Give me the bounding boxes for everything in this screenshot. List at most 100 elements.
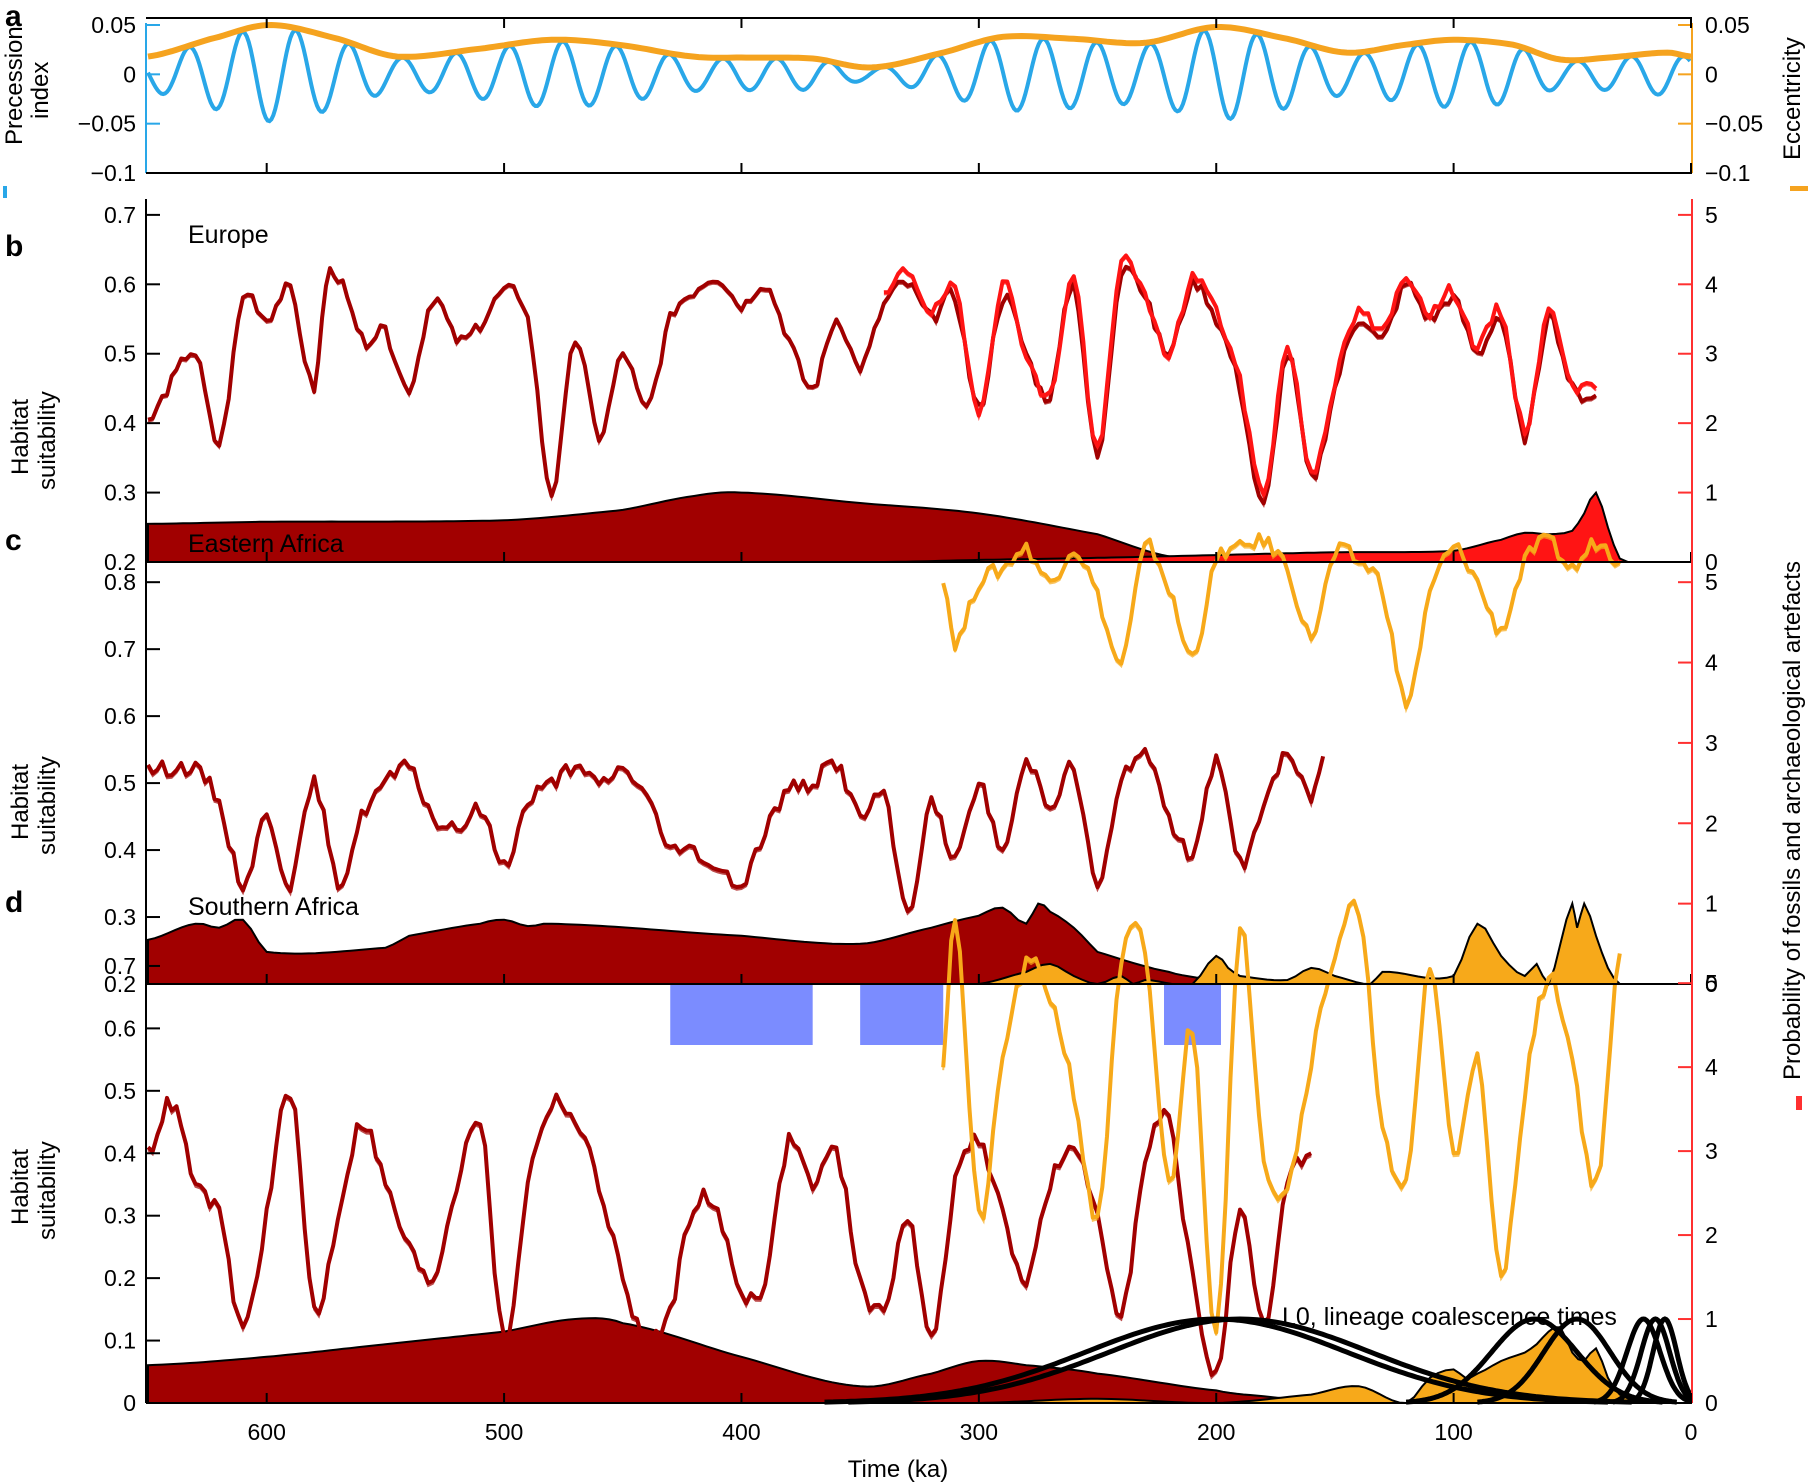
left-tick-label-b-0: 0.7: [104, 202, 136, 228]
region-label-southern-africa: Southern Africa: [188, 893, 359, 921]
precession-legend-swatch: [3, 186, 7, 198]
left-tick-label-d-5: 0.2: [104, 1265, 136, 1291]
right-tick-label-b-1: 4: [1705, 271, 1718, 297]
left-tick-label-d-3: 0.4: [104, 1140, 136, 1166]
precession-axis-title-line1: Precession: [1, 26, 28, 145]
habitat-axis-title-b: Habitat suitability: [7, 391, 61, 490]
left-tick-label-b-4: 0.3: [104, 480, 136, 506]
left-tick-label-c-5: 0.3: [104, 904, 136, 930]
left-tick-label-c-4: 0.4: [104, 837, 136, 863]
precession-axis-title-line2: index: [27, 62, 54, 119]
annotation-l0: L0, lineage coalescence times: [1282, 1303, 1617, 1331]
habitat-axis-title-b-line1: Habitat: [7, 399, 34, 475]
right-tick-label-d-3: 2: [1705, 1222, 1718, 1248]
left-tick-label-b-2: 0.5: [104, 341, 136, 367]
x-tick-label-0: 600: [248, 1419, 286, 1445]
right-tick-label-c-0: 5: [1705, 569, 1718, 595]
blue-bar-1: [860, 985, 944, 1045]
right-tick-label-c-3: 2: [1705, 810, 1718, 836]
right-tick-label-b-0: 5: [1705, 202, 1718, 228]
left-tick-label-a-2: −0.05: [78, 111, 136, 137]
panel-letter-a: a: [5, 0, 22, 33]
eccentricity-line: [147, 21, 1692, 71]
line-b-red_line-trace: [883, 256, 1597, 501]
x-tick-label-2: 400: [722, 1419, 760, 1445]
area-b-dark_red_area: [147, 491, 1454, 563]
right-tick-label-c-1: 4: [1705, 650, 1718, 676]
precession-line: [146, 28, 1692, 124]
region-label-europe: Europe: [188, 221, 269, 249]
line-c-dark_red_line-trace: [147, 749, 1325, 916]
line-d-dark_red_line-trace: [147, 1094, 1312, 1380]
x-axis-title: Time (ka): [848, 1456, 948, 1483]
area-d-orange_area: [978, 1326, 1691, 1405]
panel-letter-b: b: [5, 230, 23, 263]
habitat-axis-title-d-line2: suitability: [34, 1141, 61, 1240]
line-c-orange_line-trace: [942, 534, 1621, 714]
left-tick-label-c-2: 0.6: [104, 703, 136, 729]
axes-layer: 0.05 0 −0.05 −0.1 0.05 0 −0.05 −0.1 0.7 0.6 0.5 0.4…: [78, 12, 1763, 1445]
left-tick-label-a-1: 0: [123, 61, 136, 87]
x-tick-label-6: 0: [1685, 1419, 1698, 1445]
habitat-axis-title-c-line1: Habitat: [7, 764, 34, 840]
panel-letter-c: c: [5, 524, 22, 557]
line-c-dark_red_line: [146, 747, 1326, 914]
left-tick-label-b-1: 0.6: [104, 271, 136, 297]
line-b-dark_red_line-trace: [147, 267, 1597, 508]
lines-layer: [146, 21, 1694, 1405]
right-tick-label-c-5: 0: [1705, 971, 1718, 997]
areas-layer: [147, 490, 1691, 1405]
right-tick-label-b-5: 0: [1705, 549, 1718, 575]
habitat-axis-title-d-line1: Habitat: [7, 1149, 34, 1225]
x-tick-label-4: 200: [1197, 1419, 1235, 1445]
left-tick-label-d-6: 0.1: [104, 1328, 136, 1354]
area-d-dark_red_area: [147, 1317, 1335, 1404]
right-tick-label-a-0: 0.05: [1705, 12, 1750, 38]
left-tick-label-c-6: 0.2: [104, 971, 136, 997]
left-tick-label-d-1: 0.6: [104, 1015, 136, 1041]
coalescence-curve-1: [848, 1316, 1632, 1405]
left-tick-label-b-5: 0.2: [104, 549, 136, 575]
blue-bar-0: [670, 985, 813, 1045]
right-tick-label-d-0: 5: [1705, 970, 1718, 996]
right-tick-label-b-3: 2: [1705, 410, 1718, 436]
left-tick-label-c-3: 0.5: [104, 770, 136, 796]
right-tick-label-a-3: −0.1: [1705, 160, 1750, 186]
right-tick-label-d-4: 1: [1705, 1306, 1718, 1332]
eccentricity-axis-title-text: Eccentricity: [1779, 37, 1806, 160]
x-tick-label-5: 100: [1434, 1419, 1472, 1445]
right-tick-label-d-5: 0: [1705, 1390, 1718, 1416]
right-tick-label-c-4: 1: [1705, 891, 1718, 917]
left-tick-label-d-0: 0.7: [104, 953, 136, 979]
coalescence-curve-6: [1628, 1316, 1694, 1405]
probability-axis-title: Probability of fossils and archaeologica…: [1779, 561, 1806, 1080]
habitat-axis-title-b-line2: suitability: [34, 391, 61, 490]
area-c-dark_red_area: [147, 902, 1240, 985]
right-tick-label-a-2: −0.05: [1705, 111, 1763, 137]
right-tick-label-b-2: 3: [1705, 341, 1718, 367]
precession-axis-title: Precession index: [1, 26, 54, 145]
right-tick-label-a-1: 0: [1705, 61, 1718, 87]
coalescence-curve-5: [1612, 1316, 1693, 1405]
blue-bars-layer: [670, 985, 1221, 1045]
coalescence-curve-2: [1405, 1316, 1663, 1405]
left-tick-label-c-1: 0.7: [104, 636, 136, 662]
panel-letter-d: d: [5, 886, 23, 919]
x-tick-label-3: 300: [960, 1419, 998, 1445]
probability-axis-title-text: Probability of fossils and archaeologica…: [1779, 561, 1806, 1080]
x-tick-label-1: 500: [485, 1419, 523, 1445]
area-b-red_area: [883, 490, 1691, 563]
habitat-axis-title-c: Habitat suitability: [7, 756, 61, 855]
line-d-orange_line-trace: [942, 901, 1621, 1336]
left-tick-label-d-7: 0: [123, 1390, 136, 1416]
left-tick-label-a-0: 0.05: [91, 12, 136, 38]
left-tick-label-d-4: 0.3: [104, 1203, 136, 1229]
right-tick-label-b-4: 1: [1705, 480, 1718, 506]
left-tick-label-d-2: 0.5: [104, 1078, 136, 1104]
right-tick-label-d-1: 4: [1705, 1054, 1718, 1080]
right-tick-label-c-2: 3: [1705, 730, 1718, 756]
right-tick-label-d-2: 3: [1705, 1138, 1718, 1164]
left-tick-label-b-3: 0.4: [104, 410, 136, 436]
habitat-axis-title-c-line2: suitability: [34, 756, 61, 855]
